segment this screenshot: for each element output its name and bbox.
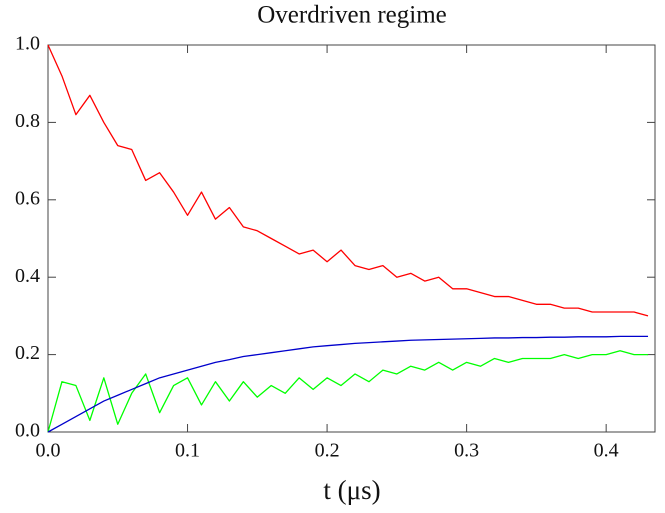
y-tick-label: 0.2 — [15, 342, 40, 364]
x-tick-label: 0.1 — [175, 440, 200, 462]
series-line — [47, 44, 649, 317]
x-tick-label: 0.4 — [594, 440, 619, 462]
x-tick-label: 0.2 — [315, 440, 340, 462]
y-tick-label: 1.0 — [15, 33, 40, 55]
series-line — [47, 335, 649, 433]
y-tick-label: 0.4 — [15, 265, 40, 287]
y-tick-label: 0.6 — [15, 187, 40, 209]
x-tick-label: 0.3 — [454, 440, 479, 462]
plot-frame — [47, 44, 656, 433]
x-axis-label: t (μs) — [323, 475, 380, 505]
x-tick-label: 0.0 — [36, 440, 61, 462]
y-tick-label: 0.0 — [15, 420, 40, 442]
series-line — [47, 350, 649, 433]
chart-title: Overdriven regime — [257, 2, 447, 29]
y-tick-label: 0.8 — [15, 110, 40, 132]
